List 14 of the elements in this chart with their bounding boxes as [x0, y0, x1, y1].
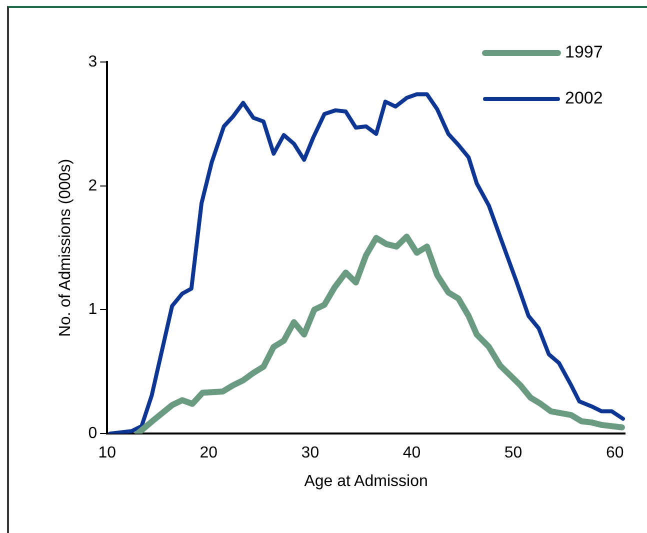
- x-tick-label: 60: [606, 444, 624, 462]
- y-tick-label: 1: [88, 301, 98, 318]
- x-tick-label: 30: [301, 444, 320, 462]
- x-tick-label: 20: [200, 444, 218, 462]
- x-axis-title: Age at Admission: [304, 472, 428, 490]
- x-tick-label: 10: [98, 444, 116, 462]
- y-tick-label: 3: [88, 53, 98, 70]
- legend-label: 1997: [565, 42, 603, 62]
- y-axis-title: No. of Admissions (000s): [57, 158, 74, 337]
- y-tick-label: 0: [88, 425, 98, 442]
- x-tick-label: 40: [402, 444, 421, 462]
- y-tick-label: 2: [88, 177, 98, 194]
- x-tick-label: 50: [504, 444, 522, 462]
- legend-label: 2002: [565, 88, 603, 108]
